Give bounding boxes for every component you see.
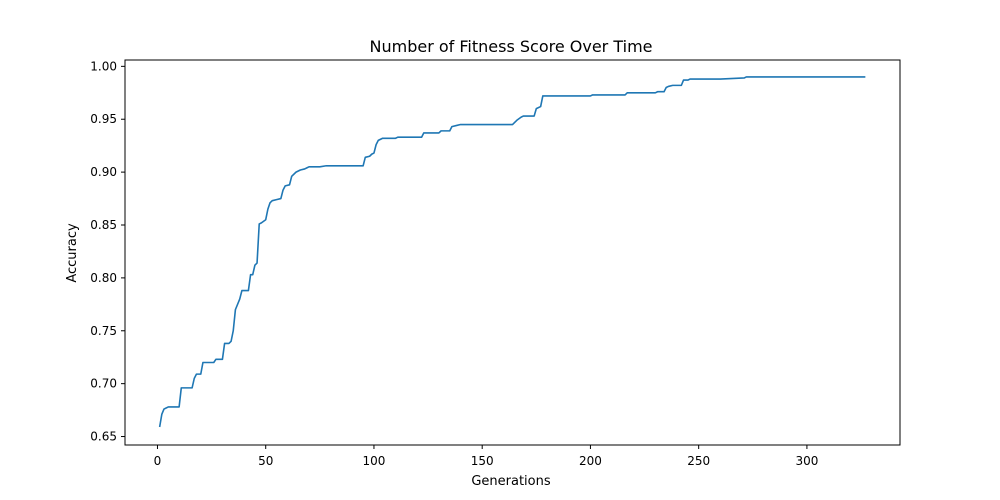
- plot-area: 0 50 100 150 200 250 300 0.65 0.70 0.75 0.80 0.85 0.…: [90, 59, 901, 468]
- chart-title: Number of Fitness Score Over Time: [370, 37, 653, 56]
- y-tick-label: 0.80: [90, 271, 117, 285]
- x-tick-label: 200: [579, 454, 602, 468]
- axes-frame: [124, 59, 901, 446]
- x-axis-label: Generations: [471, 474, 551, 489]
- y-tick-label: 1.00: [90, 59, 117, 73]
- y-tick-label: 0.95: [90, 112, 117, 126]
- series-line-1: [158, 76, 866, 428]
- y-axis-label: Accuracy: [65, 223, 80, 283]
- x-tick-label: 250: [687, 454, 710, 468]
- x-tick-label: 0: [154, 454, 162, 468]
- x-tick-label: 100: [362, 454, 385, 468]
- y-tick-label: 0.90: [90, 165, 117, 179]
- y-tick-label: 0.70: [90, 377, 117, 391]
- y-tick-label: 0.65: [90, 430, 117, 444]
- y-tick-label: 0.75: [90, 324, 117, 338]
- x-tick-label: 50: [258, 454, 273, 468]
- y-tick-label: 0.85: [90, 218, 117, 232]
- x-tick-label: 300: [795, 454, 818, 468]
- x-tick-label: 150: [471, 454, 494, 468]
